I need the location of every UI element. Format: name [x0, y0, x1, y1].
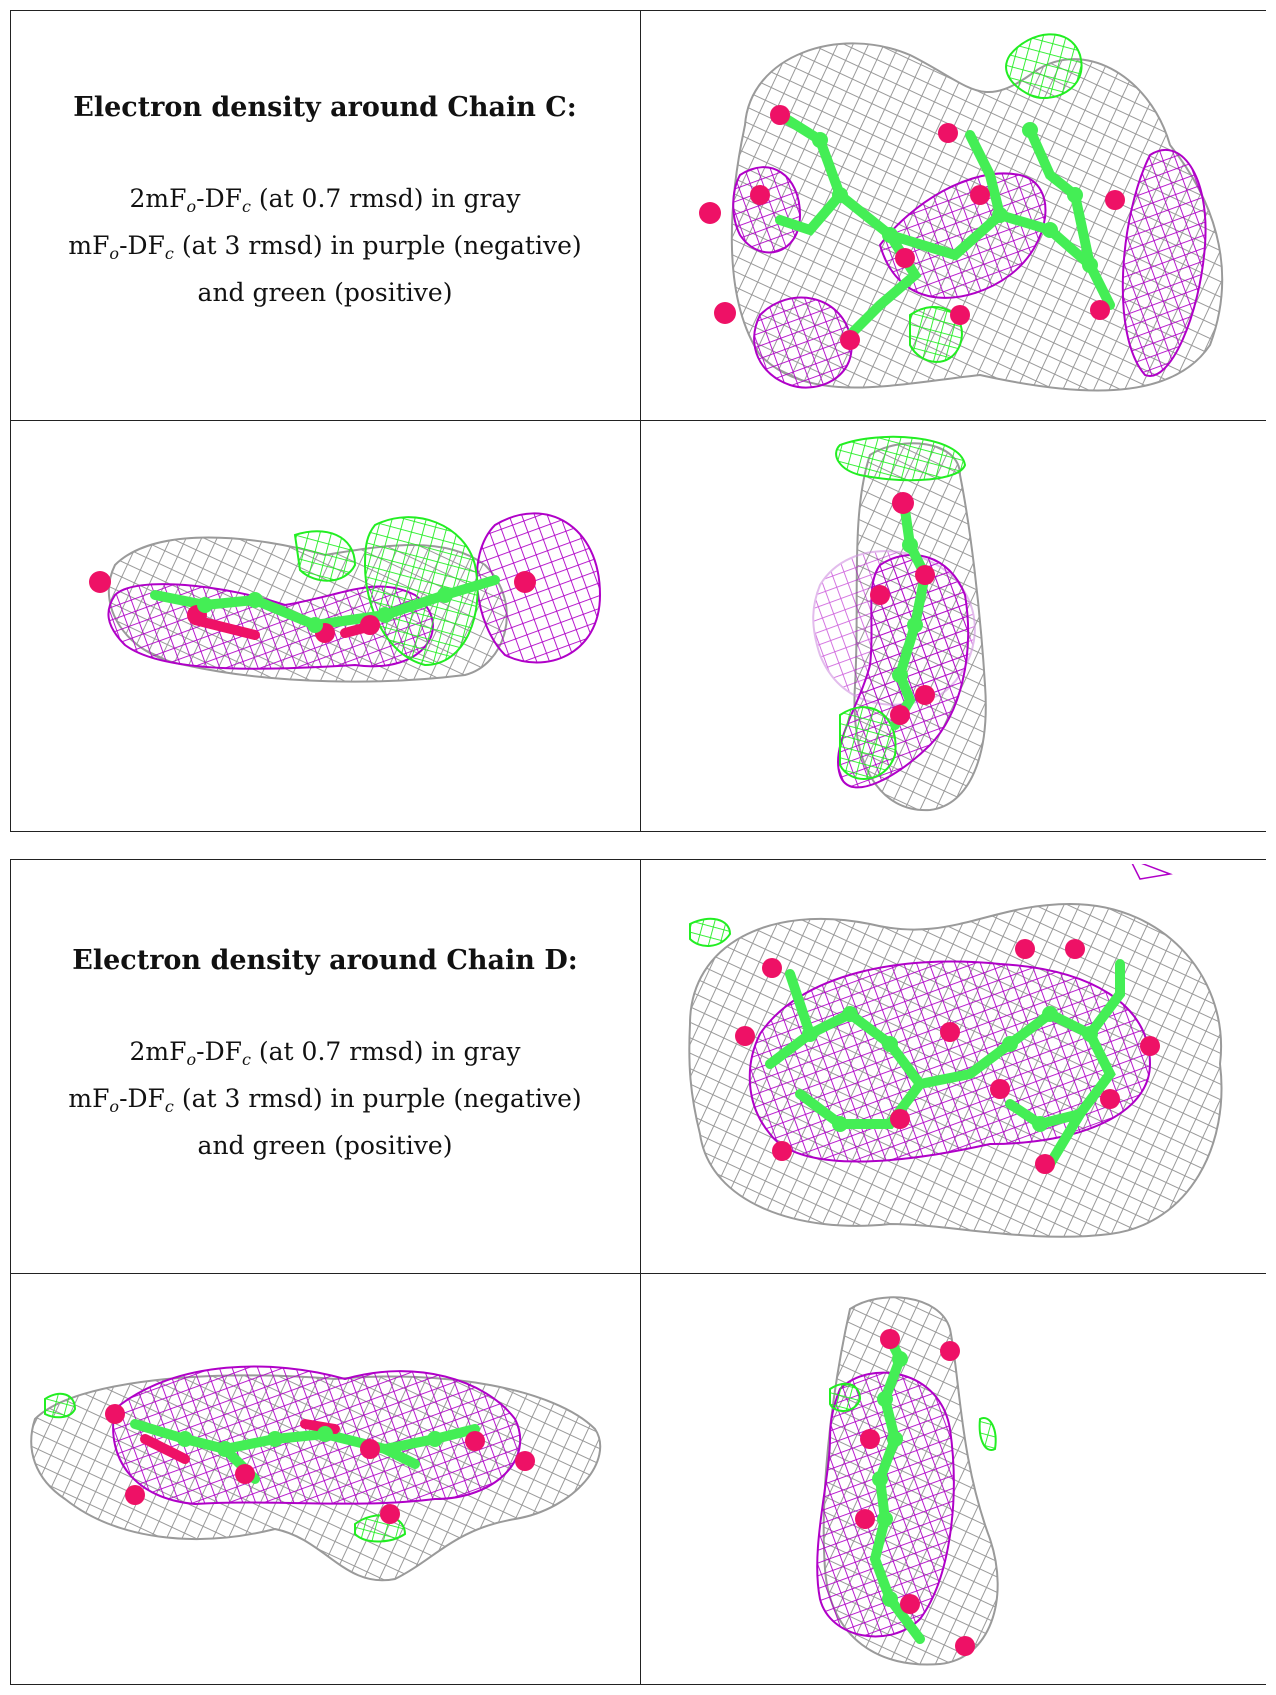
caption-line-colors: and green (positive) — [197, 1131, 453, 1160]
caption-line-2fofc: 2mFo-DFc (at 0.7 rmsd) in gray — [129, 1037, 521, 1069]
chain-d-panel: Electron density around Chain D: 2mFo-DF… — [10, 859, 1266, 1685]
chain-c-density-view-front — [650, 15, 1250, 413]
chain-c-density-view-end — [790, 425, 1070, 825]
chain-c-caption: Electron density around Chain C: 2mFo-DF… — [10, 92, 640, 312]
table-border — [10, 859, 1266, 860]
chain-d-density-view-end — [790, 1279, 1070, 1679]
table-border — [10, 1684, 1266, 1685]
caption-line-colors: and green (positive) — [197, 278, 453, 307]
table-border — [10, 10, 11, 832]
table-border — [10, 859, 11, 1685]
chain-d-density-view-front — [650, 864, 1255, 1269]
table-border — [10, 1273, 1266, 1274]
caption-line-fofc: mFo-DFc (at 3 rmsd) in purple (negative) — [68, 1084, 582, 1116]
table-border — [10, 831, 1266, 832]
chain-c-panel: Electron density around Chain C: 2mFo-DF… — [10, 10, 1266, 832]
chain-c-title: Electron density around Chain C: — [73, 92, 577, 123]
chain-d-density-view-side — [15, 1299, 630, 1599]
table-border — [10, 420, 1266, 421]
table-border — [640, 10, 641, 832]
chain-d-caption: Electron density around Chain D: 2mFo-DF… — [10, 945, 640, 1165]
chain-d-title: Electron density around Chain D: — [72, 945, 578, 976]
caption-line-2fofc: 2mFo-DFc (at 0.7 rmsd) in gray — [129, 184, 521, 216]
table-border — [640, 859, 641, 1685]
table-border — [10, 10, 1266, 11]
chain-c-density-view-side — [25, 485, 625, 725]
caption-line-fofc: mFo-DFc (at 3 rmsd) in purple (negative) — [68, 231, 582, 263]
